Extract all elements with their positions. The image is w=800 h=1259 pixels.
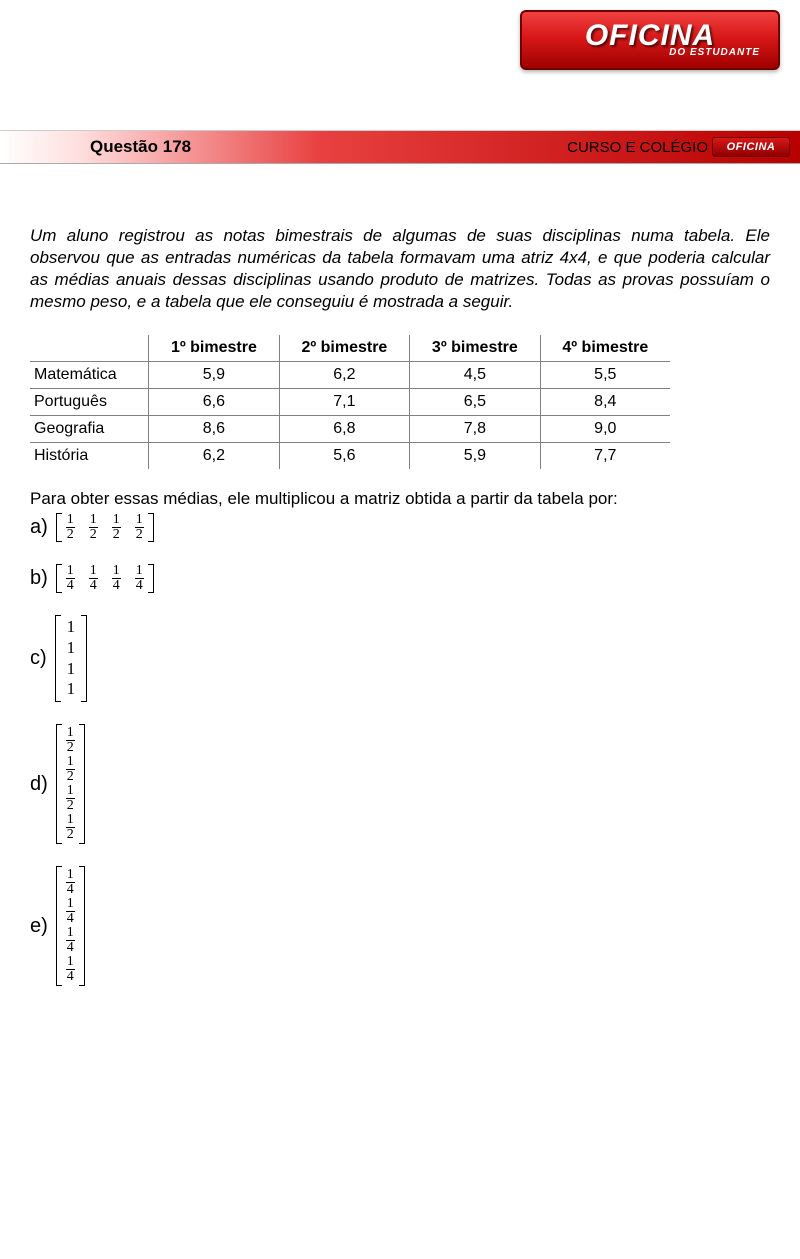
fraction: 14 — [66, 897, 75, 926]
fraction: 14 — [66, 564, 75, 593]
cell: 4,5 — [410, 362, 540, 389]
grades-table: 1º bimestre 2º bimestre 3º bimestre 4º b… — [30, 335, 670, 469]
matrix-e: 14141414 — [56, 866, 85, 986]
question-banner: Questão 178 CURSO E COLÉGIO OFICINA — [0, 130, 800, 164]
cell: 5,5 — [540, 362, 670, 389]
fraction: 14 — [89, 564, 98, 593]
th-bim1: 1º bimestre — [149, 335, 279, 362]
matrix-entry: 1 — [65, 659, 78, 680]
matrix-b: 14 14 14 14 — [56, 564, 154, 593]
fraction: 12 — [66, 513, 75, 542]
matrix-entry: 1 — [65, 617, 78, 638]
mini-logo-text: OFICINA — [727, 141, 776, 153]
matrix-d: 12121212 — [56, 724, 85, 844]
fraction: 12 — [89, 513, 98, 542]
brand-logo-sub: DO ESTUDANTE — [669, 47, 760, 58]
fraction: 12 — [135, 513, 144, 542]
cell: 5,9 — [410, 443, 540, 470]
th-bim2: 2º bimestre — [279, 335, 409, 362]
option-letter: b) — [30, 567, 48, 590]
fraction: 12 — [66, 813, 75, 842]
option-letter: a) — [30, 516, 48, 539]
cell: 7,1 — [279, 389, 409, 416]
answer-options: a) 12121212 b) 14141414 c) 1111 — [30, 513, 770, 986]
option-b: b) 14 14 14 14 — [30, 564, 770, 593]
table-header-row: 1º bimestre 2º bimestre 3º bimestre 4º b… — [30, 335, 670, 362]
matrix-a: 12 12 12 12 — [56, 513, 154, 542]
fraction: 14 — [66, 955, 75, 984]
cell: 6,2 — [149, 443, 279, 470]
fraction: 12 — [66, 726, 75, 755]
question-prompt: Um aluno registrou as notas bimestrais d… — [30, 225, 770, 313]
matrix-entry: 1 — [65, 679, 78, 700]
cell: 8,4 — [540, 389, 670, 416]
matrix-entry: 1 — [65, 638, 78, 659]
cell: 6,8 — [279, 416, 409, 443]
fraction: 12 — [112, 513, 121, 542]
cell: 7,8 — [410, 416, 540, 443]
option-d: d) 12121212 — [30, 724, 770, 844]
question-number: Questão 178 — [90, 137, 191, 157]
table-row: História6,25,65,97,7 — [30, 443, 670, 470]
option-c: c) 1111 — [30, 615, 770, 702]
cell: 6,2 — [279, 362, 409, 389]
fraction: 12 — [66, 784, 75, 813]
cell: 8,6 — [149, 416, 279, 443]
question-content: Um aluno registrou as notas bimestrais d… — [30, 225, 770, 1008]
row-label: História — [30, 443, 149, 470]
option-e: e) 14141414 — [30, 866, 770, 986]
fraction: 12 — [66, 755, 75, 784]
cell: 9,0 — [540, 416, 670, 443]
table-row: Geografia8,66,87,89,0 — [30, 416, 670, 443]
fraction: 14 — [135, 564, 144, 593]
table-row: Matemática5,96,24,55,5 — [30, 362, 670, 389]
option-letter: e) — [30, 915, 48, 938]
option-a: a) 12 12 12 12 — [30, 513, 770, 542]
course-label: CURSO E COLÉGIO — [567, 139, 708, 156]
brand-logo-main: OFICINA — [585, 22, 715, 49]
option-letter: d) — [30, 773, 48, 796]
th-bim4: 4º bimestre — [540, 335, 670, 362]
row-label: Português — [30, 389, 149, 416]
brand-logo: OFICINA DO ESTUDANTE — [520, 10, 780, 70]
cell: 6,6 — [149, 389, 279, 416]
option-letter: c) — [30, 647, 47, 670]
th-empty — [30, 335, 149, 362]
mini-logo: OFICINA — [712, 137, 790, 157]
row-label: Matemática — [30, 362, 149, 389]
th-bim3: 3º bimestre — [410, 335, 540, 362]
fraction: 14 — [112, 564, 121, 593]
post-table-text: Para obter essas médias, ele multiplicou… — [30, 489, 770, 509]
banner-right: CURSO E COLÉGIO OFICINA — [567, 137, 790, 157]
cell: 5,9 — [149, 362, 279, 389]
row-label: Geografia — [30, 416, 149, 443]
matrix-c: 1111 — [55, 615, 88, 702]
fraction: 14 — [66, 926, 75, 955]
fraction: 14 — [66, 868, 75, 897]
cell: 7,7 — [540, 443, 670, 470]
cell: 5,6 — [279, 443, 409, 470]
table-row: Português6,67,16,58,4 — [30, 389, 670, 416]
cell: 6,5 — [410, 389, 540, 416]
